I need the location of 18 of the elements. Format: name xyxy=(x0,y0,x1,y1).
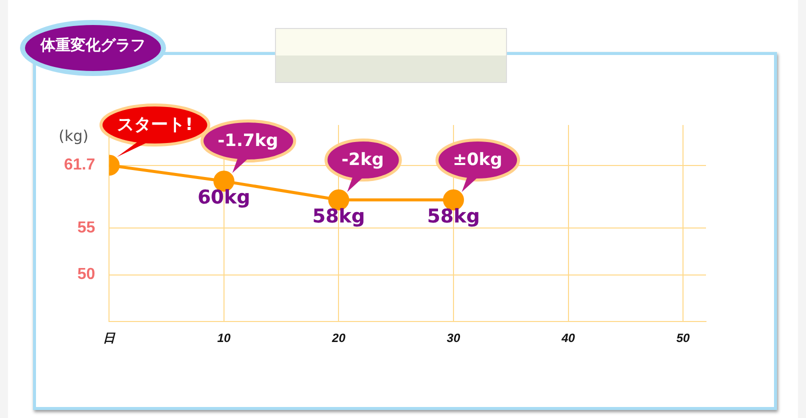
x-tick-label: 20 xyxy=(331,331,346,346)
y-tick-label: 50 xyxy=(77,266,96,284)
y-tick-label: 55 xyxy=(77,219,96,236)
data-label: 58kg xyxy=(427,205,480,228)
annotation: ±0kg xyxy=(452,148,504,172)
x-tick-label: 10 xyxy=(217,331,231,346)
x-tick-label: 50 xyxy=(676,331,690,346)
chart-title: 体重変化グラフ xyxy=(20,20,166,76)
annotation: -1.7kg xyxy=(216,130,280,154)
y-axis-title: (kg) xyxy=(58,127,89,145)
data-label: 58kg xyxy=(312,205,366,228)
x-tick-label: 40 xyxy=(560,331,576,346)
x-tick-label: 30 xyxy=(446,331,460,346)
data-label: 60kg xyxy=(198,186,250,209)
x-tick-label: 日 xyxy=(103,331,116,346)
annotation: スタート! xyxy=(116,114,194,138)
annotation: -2kg xyxy=(340,148,385,172)
y-tick-label: 61.7 xyxy=(64,156,96,174)
